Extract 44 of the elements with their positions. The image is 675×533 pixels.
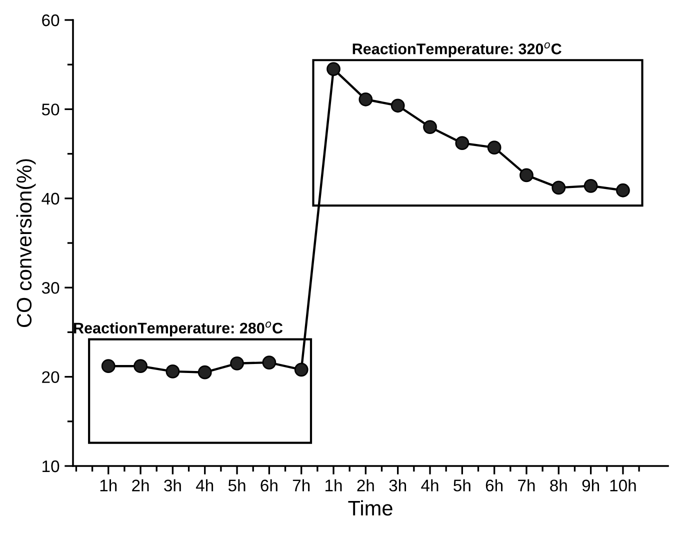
point	[358, 92, 373, 106]
y-tick-label: 20	[42, 371, 60, 384]
point	[390, 98, 405, 113]
x-tick-label: 3h	[389, 479, 406, 492]
y-tick-label: 30	[42, 282, 60, 294]
point	[584, 178, 598, 193]
point	[552, 180, 566, 195]
point	[101, 359, 116, 374]
point	[520, 168, 534, 182]
x-tick-label: 7h	[292, 479, 310, 492]
point	[487, 140, 502, 154]
x-tick-label: 2h	[132, 479, 149, 492]
point	[423, 120, 437, 134]
y-tick-label: 40	[42, 192, 60, 205]
point	[262, 356, 276, 370]
x-tick-label: 1h	[100, 479, 117, 492]
x-tick-label: 4h	[421, 479, 438, 492]
x-tick-label: 1h	[326, 479, 342, 492]
x-tick-label: 9h	[582, 479, 599, 492]
x-tick-label: 6h	[486, 479, 503, 492]
x-tick-label: 3h	[164, 479, 181, 492]
point	[326, 62, 340, 76]
y-tick-label: 60	[42, 14, 60, 26]
x-tick-label: 7h	[518, 479, 535, 492]
x-tick-label: 5h	[454, 479, 470, 492]
x-tick-label: 8h	[550, 479, 567, 492]
y-tick-label: 50	[42, 104, 60, 116]
x-tick-label: 4h	[196, 479, 214, 492]
point	[294, 362, 308, 377]
x-tick-label: 2h	[357, 479, 374, 492]
annotation: ReactionTemperature: 280$^{o}$C	[74, 322, 283, 337]
point	[455, 136, 470, 150]
x-tick-label: 5h	[228, 479, 246, 492]
y-axis-title: CO conversion(%)	[16, 159, 36, 328]
point	[198, 365, 212, 380]
y-tick-label: 10	[42, 460, 60, 472]
point	[134, 359, 148, 374]
x-tick-label: 6h	[260, 479, 278, 492]
annotation: ReactionTemperature: 320$^{o}$C	[352, 42, 562, 58]
x-axis-title: Time	[348, 500, 392, 516]
point	[230, 356, 244, 370]
point	[166, 364, 180, 378]
point	[616, 183, 630, 198]
x-tick-label: 10h	[610, 479, 636, 492]
